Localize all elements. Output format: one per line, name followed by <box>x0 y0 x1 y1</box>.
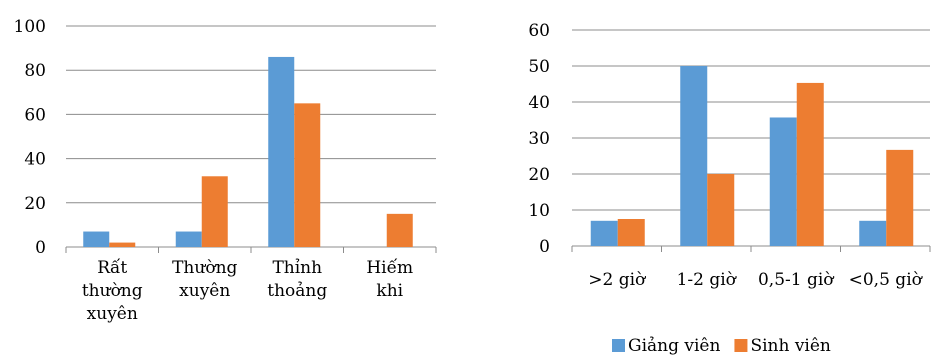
category-label-0-0-2: xuyên <box>87 304 138 324</box>
category-label-1-0-0: >2 giờ <box>588 270 646 290</box>
y-tick-label-1-5: 50 <box>528 57 550 77</box>
category-label-0-0-1: thường <box>82 281 143 301</box>
category-label-1-1-0: 1-2 giờ <box>677 270 737 290</box>
bar-0-0-2 <box>268 56 295 247</box>
y-tick-label-1-1: 10 <box>528 201 550 221</box>
bar-0-1-2 <box>294 103 321 247</box>
bar-1-1-3 <box>886 149 914 246</box>
bar-1-1-0 <box>617 219 645 246</box>
bar-1-0-3 <box>859 220 887 246</box>
y-tick-label-1-0: 0 <box>539 237 550 257</box>
bar-0-1-3 <box>386 213 413 247</box>
bar-1-0-1 <box>680 66 708 246</box>
y-tick-label-0-0: 0 <box>35 238 46 258</box>
y-tick-label-0-5: 100 <box>14 17 46 37</box>
category-label-0-3-0: Hiếm <box>366 258 413 278</box>
category-label-0-2-0: Thỉnh <box>272 258 322 278</box>
category-label-0-3-1: khi <box>376 281 403 301</box>
bar-0-1-0 <box>109 242 136 247</box>
category-label-0-0-0: Rất <box>97 258 127 278</box>
category-label-1-3-0: <0,5 giờ <box>849 270 923 290</box>
bar-0-0-0 <box>83 231 110 247</box>
y-tick-label-1-4: 40 <box>528 93 550 113</box>
y-tick-label-1-6: 60 <box>528 21 550 41</box>
bar-1-0-2 <box>769 117 797 246</box>
bar-1-1-2 <box>796 82 824 246</box>
bar-0-0-1 <box>175 231 202 247</box>
category-label-1-2-0: 0,5-1 giờ <box>758 270 834 290</box>
bar-0-1-1 <box>201 176 228 247</box>
y-tick-label-0-3: 60 <box>24 105 46 125</box>
y-tick-label-0-4: 80 <box>24 61 46 81</box>
legend-swatch-0 <box>612 339 625 352</box>
category-label-0-2-1: thoảng <box>267 281 327 301</box>
y-tick-label-0-2: 40 <box>24 150 46 170</box>
category-label-0-1-1: xuyên <box>179 281 230 301</box>
y-tick-label-0-1: 20 <box>24 194 46 214</box>
category-label-0-1-0: Thường <box>172 258 237 278</box>
bar-1-0-0 <box>590 220 618 246</box>
legend-label-0: Giảng viên <box>628 336 720 356</box>
y-tick-label-1-3: 30 <box>528 129 550 149</box>
y-tick-label-1-2: 20 <box>528 165 550 185</box>
legend-swatch-1 <box>734 339 748 352</box>
bar-1-1-1 <box>707 174 735 246</box>
legend-label-1: Sinh viên <box>750 336 830 356</box>
